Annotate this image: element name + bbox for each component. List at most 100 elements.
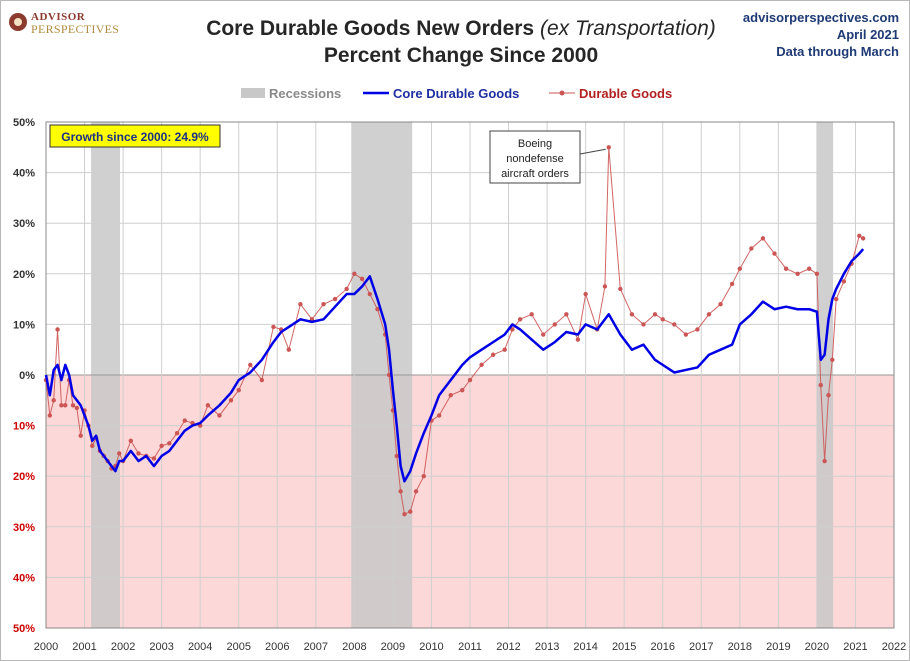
data-point-durable-goods <box>479 362 484 368</box>
data-point-durable-goods <box>74 405 80 411</box>
data-point-durable-goods <box>367 291 372 297</box>
data-point-durable-goods <box>117 451 122 456</box>
x-tick-label: 2010 <box>419 641 443 653</box>
data-point-durable-goods <box>321 301 326 307</box>
data-point-durable-goods <box>460 387 465 393</box>
data-point-durable-goods <box>352 271 357 276</box>
x-tick-label: 2017 <box>689 641 713 653</box>
data-point-durable-goods <box>629 312 635 317</box>
y-tick-label: 50% <box>13 117 35 129</box>
data-point-durable-goods <box>298 301 303 307</box>
data-point-durable-goods <box>51 398 56 403</box>
logo-line2: PERSPECTIVES <box>31 22 120 36</box>
x-tick-label: 2008 <box>342 641 366 653</box>
data-point-durable-goods <box>718 301 723 307</box>
chart-title: Core Durable Goods New Orders (ex Transp… <box>161 15 761 69</box>
data-point-durable-goods <box>618 286 623 292</box>
data-point-durable-goods <box>517 317 523 322</box>
y-tick-label: 20% <box>13 471 35 483</box>
data-point-durable-goods <box>749 246 754 251</box>
data-point-durable-goods <box>795 271 800 276</box>
x-tick-label: 2019 <box>766 641 790 653</box>
data-point-durable-goods <box>236 387 241 393</box>
data-point-durable-goods <box>375 307 380 312</box>
site-name: advisorperspectives.com <box>742 10 899 25</box>
x-tick-label: 2014 <box>573 641 597 653</box>
data-point-durable-goods <box>606 145 611 150</box>
data-point-durable-goods <box>136 451 141 456</box>
x-tick-label: 2007 <box>304 641 328 653</box>
x-tick-label: 2001 <box>72 641 96 653</box>
data-point-durable-goods <box>448 393 453 398</box>
boeing-box <box>489 130 581 184</box>
x-tick-label: 2016 <box>650 641 674 653</box>
logo-mark-icon <box>9 13 27 31</box>
legend-swatch-recessions <box>241 88 265 98</box>
boeing-text-line: nondefense <box>506 153 564 165</box>
x-tick-label: 2013 <box>535 641 559 653</box>
data-point-durable-goods <box>783 266 789 271</box>
data-point-durable-goods <box>830 357 835 363</box>
data-point-durable-goods <box>564 312 569 317</box>
data-point-durable-goods <box>583 291 588 297</box>
y-tick-label: 40% <box>13 572 35 584</box>
data-point-durable-goods <box>344 286 349 292</box>
data-point-durable-goods <box>737 266 743 271</box>
title-line2: Percent Change Since 2000 <box>323 44 599 67</box>
x-tick-label: 2015 <box>612 641 636 653</box>
boeing-annotation: Boeing nondefense aircraft orders <box>489 130 606 184</box>
data-point-durable-goods <box>541 332 546 337</box>
data-point-durable-goods <box>408 509 413 514</box>
data-point-durable-goods <box>205 403 211 408</box>
x-tick-label: 2020 <box>805 641 829 653</box>
data-point-durable-goods <box>760 236 766 241</box>
data-point-durable-goods <box>228 398 234 403</box>
data-point-durable-goods <box>641 322 646 327</box>
title-italic: (ex Transportation) <box>539 17 716 40</box>
data-point-durable-goods <box>413 489 419 494</box>
y-tick-label: 10% <box>13 319 35 331</box>
logo: ADVISOR PERSPECTIVES <box>9 11 134 37</box>
data-point-durable-goods <box>70 403 76 408</box>
x-tick-label: 2006 <box>265 641 289 653</box>
data-point-durable-goods <box>159 443 164 449</box>
x-tick-label: 2021 <box>843 641 867 653</box>
growth-annotation: Growth since 2000: 24.9% <box>49 124 221 148</box>
x-tick-label: 2022 <box>882 641 906 653</box>
report-date: April 2021 <box>836 27 899 42</box>
data-point-durable-goods <box>552 322 557 327</box>
title-main: Core Durable Goods New Orders <box>206 17 535 40</box>
boeing-text-line: aircraft orders <box>501 168 569 180</box>
boeing-pointer <box>579 148 606 155</box>
data-point-durable-goods <box>833 296 839 302</box>
data-point-durable-goods <box>772 251 777 256</box>
data-point-durable-goods <box>857 233 862 239</box>
series-line-core-durable-goods <box>44 248 865 483</box>
data-point-durable-goods <box>55 327 60 332</box>
data-point-durable-goods <box>822 458 827 464</box>
legend: Recessions Core Durable Goods Durable Good… <box>241 86 672 101</box>
logo-line1: ADVISOR <box>31 11 86 23</box>
data-point-durable-goods <box>63 403 68 408</box>
data-point-durable-goods <box>706 312 712 317</box>
y-tick-label: 30% <box>13 218 35 230</box>
data-note: Data through March <box>776 44 899 59</box>
data-point-durable-goods <box>436 413 442 418</box>
y-tick-label: 50% <box>13 623 35 635</box>
data-point-durable-goods <box>286 347 292 352</box>
legend-swatch-durable-dot <box>559 90 565 96</box>
x-tick-label: 2005 <box>226 641 250 653</box>
growth-text: Growth since 2000: 24.9% <box>61 130 209 144</box>
x-tick-label: 2004 <box>188 641 212 653</box>
legend-label-recessions: Recessions <box>269 86 341 101</box>
data-point-durable-goods <box>78 433 83 438</box>
data-point-durable-goods <box>47 413 53 418</box>
data-point-durable-goods <box>467 377 473 383</box>
data-point-durable-goods <box>818 382 823 388</box>
data-point-durable-goods <box>394 453 399 459</box>
y-tick-label: 10% <box>13 421 35 433</box>
data-point-durable-goods <box>807 266 812 271</box>
data-point-durable-goods <box>248 362 253 368</box>
data-point-durable-goods <box>660 317 665 322</box>
data-point-durable-goods <box>490 352 496 357</box>
